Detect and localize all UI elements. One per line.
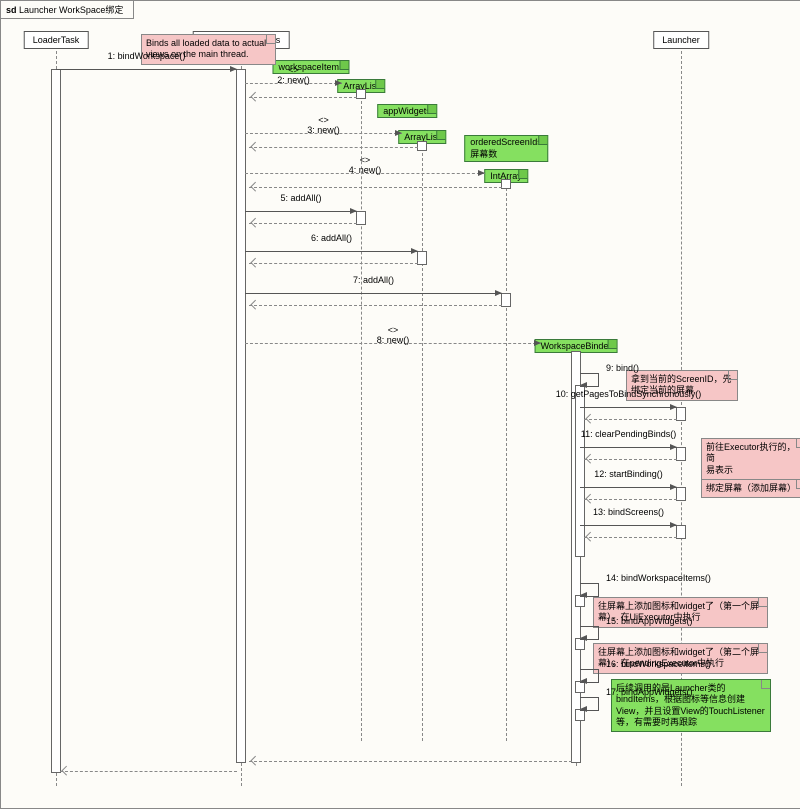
message-m12: 12: startBinding() — [594, 469, 663, 479]
message-m6: 6: addAll() — [311, 233, 352, 243]
sequence-diagram-frame: sd Launcher WorkSpace绑定 LoaderTaskBaseLo… — [0, 0, 800, 809]
object-appWidgets: appWidgets — [377, 104, 437, 118]
note-n11: 前往Executor执行的，简易表示 — [701, 438, 800, 480]
message-m4: <>4: new() — [349, 155, 382, 175]
title-text: Launcher WorkSpace绑定 — [19, 5, 123, 15]
message-m8: <>8: new() — [377, 325, 410, 345]
lifeline-launcher: Launcher — [653, 31, 709, 49]
note-n12: 绑定屏幕（添加屏幕） — [701, 479, 800, 498]
title-prefix: sd — [6, 5, 17, 15]
message-m2: <>2: new() — [277, 65, 310, 85]
lifeline-loaderTask: LoaderTask — [24, 31, 89, 49]
message-m11: 11: clearPendingBinds() — [581, 429, 676, 439]
object-orderedScreenIds: orderedScreenIds屏幕数 — [464, 135, 548, 162]
message-m10: 10: getPagesToBindSynchronously() — [556, 389, 702, 399]
message-m15: 15: bindAppWidgets() — [606, 616, 693, 626]
message-m7: 7: addAll() — [353, 275, 394, 285]
message-m5: 5: addAll() — [280, 193, 321, 203]
message-m3: <>3: new() — [307, 115, 340, 135]
message-m16: 16: bindWorkspaceItems() — [606, 659, 711, 669]
message-m1: 1: bindWorkspace() — [108, 51, 186, 61]
message-m9: 9: bind() — [606, 363, 639, 373]
message-m13: 13: bindScreens() — [593, 507, 664, 517]
message-m17: 17: bindAppWidgets() — [606, 687, 693, 697]
message-m14: 14: bindWorkspaceItems() — [606, 573, 711, 583]
diagram-title: sd Launcher WorkSpace绑定 — [1, 1, 134, 19]
